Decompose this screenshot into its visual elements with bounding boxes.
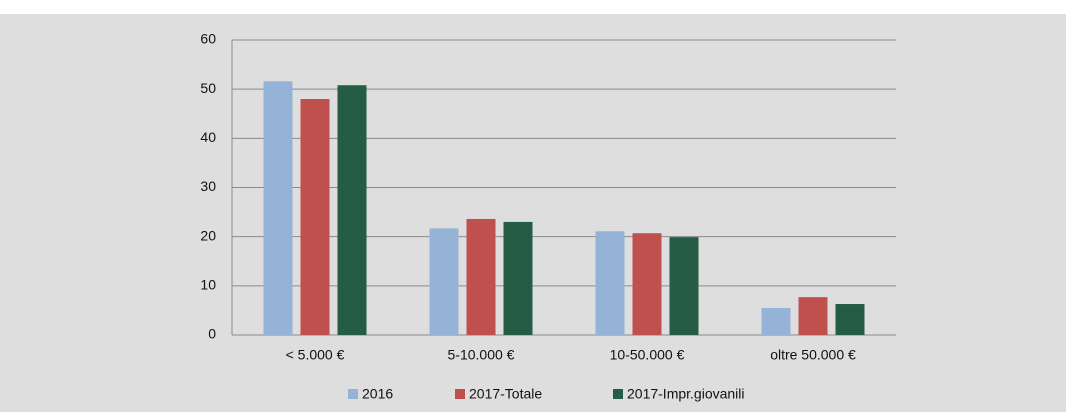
top-strip [0,0,1066,14]
bar [300,99,330,335]
x-tick-label: 5-10.000 € [448,347,515,363]
bar [337,85,367,335]
legend-label: 2017-Totale [469,386,542,402]
legend-swatch [455,389,465,399]
bar [835,304,865,335]
bar [466,218,496,335]
y-tick-label: 0 [208,326,216,342]
x-tick-label: oltre 50.000 € [770,347,856,363]
bar [798,297,828,335]
legend-swatch [348,389,358,399]
bar [761,307,791,335]
x-tick-label: 10-50.000 € [610,347,685,363]
y-tick-label: 30 [200,178,216,194]
bar [503,221,533,335]
bar [632,233,662,335]
y-tick-label: 20 [200,227,216,243]
bar [595,231,625,335]
legend-swatch [613,389,623,399]
legend-label: 2016 [362,386,393,402]
bar [669,237,699,335]
y-tick-label: 60 [200,31,216,47]
legend-label: 2017-Impr.giovanili [627,386,745,402]
bar [263,81,293,335]
bar [429,228,459,335]
y-tick-label: 10 [200,277,216,293]
x-tick-label: < 5.000 € [286,347,345,363]
y-tick-label: 40 [200,129,216,145]
y-tick-label: 50 [200,80,216,96]
